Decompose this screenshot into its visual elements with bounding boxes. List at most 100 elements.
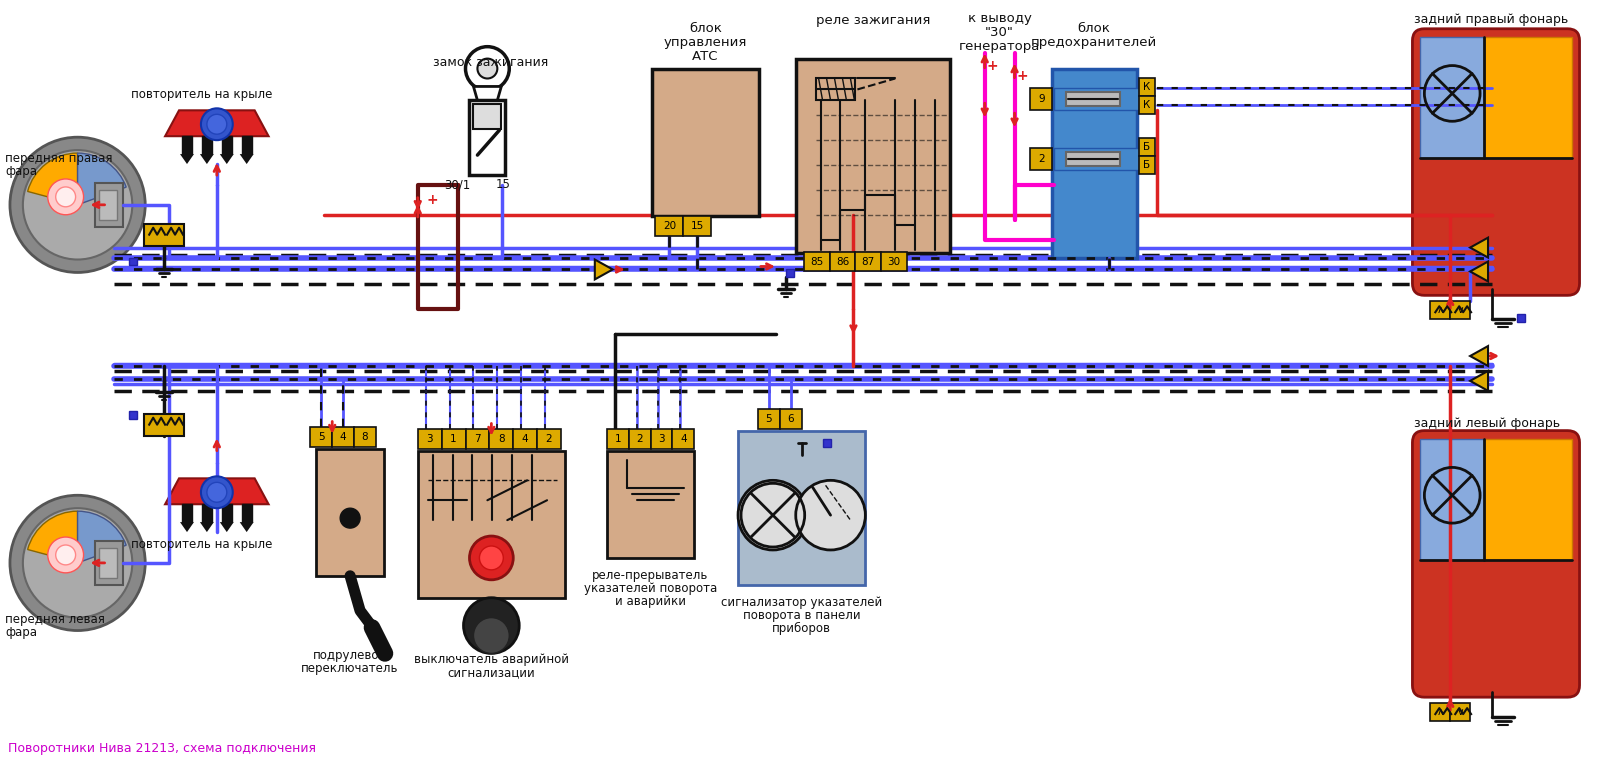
Circle shape — [22, 150, 132, 260]
Bar — [682, 216, 711, 235]
Text: 1: 1 — [615, 433, 621, 443]
Bar — [417, 451, 565, 598]
Bar — [881, 251, 907, 272]
Bar — [1430, 301, 1449, 320]
Bar — [830, 251, 855, 272]
Text: к выводу: к выводу — [968, 12, 1030, 25]
Text: повторитель на крыле: повторитель на крыле — [132, 89, 273, 102]
Bar — [242, 136, 252, 154]
Bar — [316, 449, 384, 576]
Bar — [100, 548, 117, 578]
Text: 5: 5 — [318, 432, 324, 442]
Bar — [1138, 78, 1154, 96]
Text: сигнализатор указателей: сигнализатор указателей — [721, 596, 881, 609]
Text: АТС: АТС — [692, 50, 717, 63]
Text: 30: 30 — [888, 257, 900, 266]
Bar — [1030, 148, 1051, 170]
Bar — [181, 136, 193, 154]
Circle shape — [480, 546, 502, 570]
Text: реле-прерыватель: реле-прерыватель — [592, 569, 708, 582]
Circle shape — [465, 46, 509, 90]
Text: повторитель на крыле: повторитель на крыле — [132, 538, 273, 551]
Bar — [202, 504, 212, 522]
Bar — [353, 427, 376, 446]
Bar — [607, 429, 628, 449]
Text: 6: 6 — [786, 414, 793, 424]
Bar — [1449, 301, 1469, 320]
Bar — [144, 224, 185, 246]
Polygon shape — [594, 260, 613, 279]
Text: +: + — [985, 58, 998, 73]
Bar — [1138, 138, 1154, 156]
Bar — [780, 409, 801, 429]
FancyBboxPatch shape — [1411, 430, 1579, 698]
Polygon shape — [220, 154, 234, 164]
Text: ∨: ∨ — [1456, 305, 1464, 315]
Text: передняя левая: передняя левая — [5, 613, 104, 625]
Text: переключатель: переключатель — [302, 662, 398, 675]
Text: 86: 86 — [835, 257, 849, 266]
Text: 3: 3 — [658, 433, 664, 443]
Polygon shape — [239, 154, 254, 164]
Bar — [465, 429, 490, 449]
Wedge shape — [27, 511, 77, 563]
Polygon shape — [180, 522, 194, 532]
Circle shape — [10, 137, 144, 272]
Text: К: К — [1143, 83, 1149, 93]
Circle shape — [48, 537, 83, 573]
Bar — [1419, 439, 1483, 560]
Bar — [785, 269, 793, 278]
Text: 4: 4 — [522, 433, 528, 443]
Bar — [650, 429, 672, 449]
Text: блок: блок — [689, 22, 721, 35]
Bar — [1138, 96, 1154, 115]
Bar — [815, 78, 855, 100]
Bar — [469, 100, 506, 175]
Text: 3: 3 — [425, 433, 433, 443]
Bar — [672, 429, 693, 449]
Text: и аварийки: и аварийки — [615, 595, 685, 608]
Text: фара: фара — [5, 625, 37, 638]
Bar — [1483, 439, 1571, 560]
Text: 85: 85 — [809, 257, 823, 266]
Text: подрулевой: подрулевой — [313, 649, 387, 662]
Circle shape — [201, 109, 233, 140]
Wedge shape — [77, 153, 127, 205]
Text: 2: 2 — [1037, 154, 1045, 164]
Text: 8: 8 — [498, 433, 504, 443]
Bar — [221, 504, 231, 522]
Polygon shape — [199, 522, 213, 532]
Bar — [514, 429, 536, 449]
Text: 5: 5 — [766, 414, 772, 424]
Bar — [1054, 148, 1138, 170]
Circle shape — [794, 480, 865, 550]
Bar — [130, 257, 136, 266]
Bar — [1419, 36, 1483, 158]
Text: предохранителей: предохранителей — [1030, 36, 1157, 49]
Bar — [95, 541, 124, 584]
Circle shape — [207, 115, 226, 134]
Text: поворота в панели: поворота в панели — [743, 609, 860, 622]
Text: +: + — [427, 193, 438, 207]
Polygon shape — [473, 87, 501, 100]
Bar — [1449, 703, 1469, 721]
Bar — [310, 427, 332, 446]
Circle shape — [22, 509, 132, 618]
Bar — [1030, 89, 1051, 110]
Bar — [794, 58, 949, 253]
Circle shape — [56, 187, 75, 206]
Text: "30": "30" — [984, 27, 1013, 39]
Text: передняя правая: передняя правая — [5, 152, 112, 165]
Text: 30/1: 30/1 — [445, 178, 470, 191]
Polygon shape — [1469, 238, 1488, 257]
Text: блок: блок — [1077, 22, 1111, 35]
Text: 9: 9 — [1037, 94, 1045, 105]
Bar — [1051, 68, 1136, 257]
Text: приборов: приборов — [772, 622, 831, 635]
Text: Б: Б — [1143, 142, 1149, 152]
Bar — [332, 427, 353, 446]
Bar — [1517, 314, 1523, 322]
Bar — [628, 429, 650, 449]
Polygon shape — [239, 522, 254, 532]
Text: указателей поворота: указателей поворота — [584, 582, 717, 595]
